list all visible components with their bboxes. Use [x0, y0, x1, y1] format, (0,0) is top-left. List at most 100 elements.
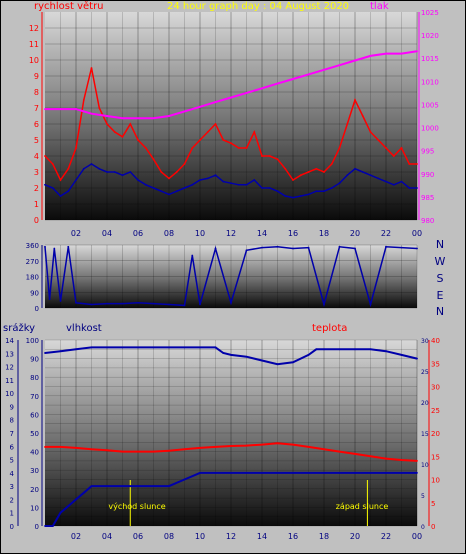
rain-series-point	[82, 491, 85, 494]
wind-speed-series-point	[44, 183, 46, 186]
wind-gust-series-point	[175, 171, 178, 173]
humidity-axis-label: vlhkost	[66, 323, 102, 334]
pressure-series-point	[369, 55, 372, 57]
temperature-series-point	[400, 459, 403, 461]
wind-direction-point	[261, 246, 263, 249]
wind-gust-series-point	[276, 158, 279, 161]
wind-gust-series-point	[292, 179, 294, 181]
direction-tick-label: 0	[35, 305, 39, 313]
wind-speed-series-point	[144, 183, 147, 186]
pressure-series-point	[230, 96, 232, 99]
rain-series-point	[137, 485, 139, 488]
wind-speed-series-point	[346, 174, 349, 177]
rain-series-point	[230, 471, 232, 474]
pressure-series-point	[199, 105, 201, 108]
wind-speed-series-point	[237, 183, 240, 186]
wind-gust-series-point	[206, 131, 209, 133]
wind-gust-series-point	[160, 171, 163, 173]
pressure-tick-label: 995	[421, 148, 434, 156]
wind-gust-series-point	[385, 147, 387, 149]
rain-series-point	[245, 471, 248, 474]
rain-series-point	[106, 485, 108, 488]
rain-series-point	[400, 471, 403, 474]
direction-label-n-top: N	[436, 238, 444, 251]
humidity-tick-label: 60	[30, 411, 39, 419]
humidity-tick-label: 50	[30, 430, 39, 438]
rain-series-point	[307, 471, 310, 474]
wind-gust-series-point	[299, 174, 302, 177]
wind-speed-series-point	[206, 177, 209, 180]
wind-gust-series-point	[82, 99, 85, 101]
temperature-tick-label: 35	[431, 360, 440, 368]
pressure-series-point	[90, 112, 93, 115]
rain-series-point	[214, 471, 217, 474]
temperature-series-point	[214, 446, 217, 448]
rain-tick-label: 1	[10, 510, 14, 518]
temperature-series-point	[416, 460, 418, 462]
hour-tick-label: 02	[71, 532, 81, 541]
wind-tick-label: 1	[34, 200, 39, 209]
wind-speed-series-point	[323, 190, 325, 193]
rain-series-point	[369, 471, 372, 474]
wind-speed-series-point	[137, 179, 139, 181]
temperature-axis-label: teplota	[312, 323, 347, 334]
wind-speed-series-point	[245, 183, 248, 186]
rain-series-point	[323, 471, 325, 474]
pressure-series-point	[152, 117, 155, 120]
secondary-tick-label: 30	[421, 338, 429, 345]
rain-tick-label: 6	[10, 443, 15, 451]
wind-speed-series-point	[338, 182, 341, 185]
pressure-tick-label: 990	[421, 171, 434, 179]
rain-series	[45, 471, 417, 527]
sunrise-label: východ slunce	[108, 502, 165, 511]
humidity-series-point	[75, 348, 77, 351]
rain-tick-label: 11	[5, 377, 14, 385]
wind-speed-series-point	[67, 190, 70, 193]
wind-direction-point	[44, 245, 46, 248]
rain-series-point	[44, 525, 46, 527]
temperature-series-point	[152, 450, 155, 453]
temperature-tick-label: 25	[431, 407, 440, 415]
wind-speed-series-point	[191, 183, 194, 186]
wind-tick-label: 9	[34, 72, 39, 81]
temperature-series-point	[276, 442, 279, 445]
wind-direction-point	[369, 303, 372, 306]
wind-direction-point	[191, 254, 194, 257]
chart-title: 24 hour graph day : 04 August 2020	[167, 1, 349, 12]
rain-series-point	[385, 471, 387, 474]
pressure-series-point	[338, 64, 341, 67]
pressure-series-point	[276, 82, 279, 85]
wind-tick-label: 2	[34, 184, 39, 193]
wind-direction-point	[307, 246, 310, 249]
rain-series-point	[261, 471, 263, 474]
rain-tick-label: 12	[5, 364, 14, 372]
humidity-series-point	[338, 348, 341, 351]
wind-gust-series-point	[323, 171, 325, 173]
wind-tick-label: 3	[34, 168, 39, 177]
wind-gust-series-point	[137, 139, 139, 141]
hour-tick-label: 06	[133, 532, 143, 541]
humidity-series-point	[292, 361, 294, 364]
secondary-tick-label: 5	[421, 493, 425, 500]
wind-speed-series-point	[315, 190, 318, 193]
direction-label-n-bottom: N	[436, 305, 444, 318]
wind-speed-series-point	[284, 195, 287, 197]
humidity-tick-label: 80	[30, 374, 39, 382]
temperature-series-point	[106, 449, 108, 452]
wind-gust-series-point	[90, 67, 93, 69]
wind-gust-series-point	[253, 131, 256, 133]
wind-gust-series-point	[315, 167, 318, 170]
wind-gust-series-point	[284, 167, 287, 170]
wind-direction-point	[59, 300, 62, 302]
pressure-series-point	[137, 117, 139, 120]
wind-speed-series-point	[330, 187, 333, 189]
hour-tick-label: 10	[195, 229, 205, 238]
wind-gust-series-point	[129, 123, 132, 125]
rain-series-point	[75, 498, 77, 501]
temperature-tick-label: 0	[431, 523, 435, 531]
temperature-series-point	[261, 443, 263, 446]
wind-speed-series-point	[90, 163, 93, 165]
hour-tick-label: 22	[381, 532, 391, 541]
hour-tick-label: 20	[350, 229, 360, 238]
secondary-tick-label: 25	[421, 369, 429, 376]
